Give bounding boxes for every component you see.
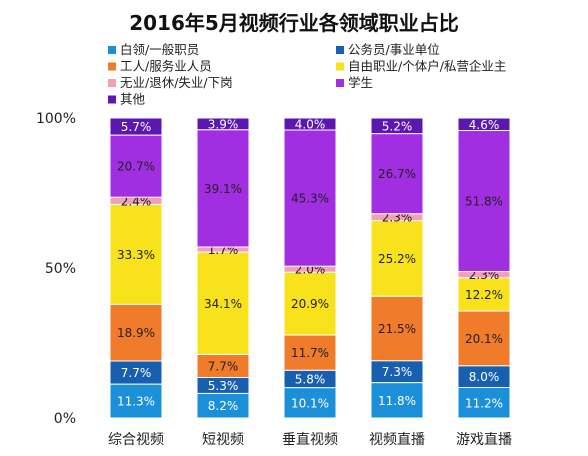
y-axis: 0% 50% 100% <box>36 111 76 427</box>
bar-segment-0-6 <box>109 117 163 136</box>
legend-swatch-1 <box>336 46 344 54</box>
bar-segment-3-3 <box>370 220 424 297</box>
data-label-4-3: 12.2% <box>465 288 503 302</box>
y-tick-label-1: 50% <box>45 261 76 277</box>
category-label-1: 短视频 <box>202 432 244 448</box>
data-label-3-1: 7.3% <box>382 365 413 379</box>
category-label-0: 综合视频 <box>108 432 164 448</box>
data-label-4-5: 51.8% <box>465 195 503 209</box>
chart-title: 2016年5月视频行业各领域职业占比 <box>129 11 459 35</box>
bar-segment-4-0 <box>457 387 511 419</box>
data-label-4-1: 8.0% <box>469 370 500 384</box>
legend-swatch-5 <box>336 79 344 87</box>
bar-segment-3-0 <box>370 382 424 419</box>
y-tick-label-2: 100% <box>36 111 76 127</box>
data-label-0-5: 20.7% <box>117 160 155 174</box>
legend-label-6: 其他 <box>120 92 146 107</box>
category-label-3: 视频直播 <box>369 431 425 448</box>
bar-stack-4: 11.2%8.0%20.1%12.2%2.3%51.8%4.6% <box>457 117 511 419</box>
bar-segment-2-2 <box>283 334 337 371</box>
legend-swatch-6 <box>108 95 116 104</box>
category-label-2: 垂直视频 <box>282 431 338 448</box>
bar-segment-3-6 <box>370 117 424 135</box>
bar-stack-1: 8.2%5.3%7.7%34.1%1.7%39.1%3.9% <box>196 117 250 419</box>
data-label-3-3: 25.2% <box>378 252 416 266</box>
data-label-4-6: 4.6% <box>469 118 500 132</box>
data-label-0-1: 7.7% <box>121 366 152 380</box>
data-label-3-5: 26.7% <box>378 167 416 181</box>
data-label-1-1: 5.3% <box>208 379 239 393</box>
bar-segment-0-5 <box>109 134 163 198</box>
bar-segment-2-6 <box>283 117 337 131</box>
legend-label-3: 自由职业/个体户/私营企业主 <box>348 59 506 74</box>
data-label-2-6: 4.0% <box>295 118 326 132</box>
bar-segment-0-3 <box>109 203 163 305</box>
bar-stack-2: 10.1%5.8%11.7%20.9%2.0%45.3%4.0% <box>283 117 337 419</box>
category-label-4: 游戏直播 <box>456 431 512 448</box>
bar-segment-4-6 <box>457 117 511 132</box>
data-label-3-0: 11.8% <box>378 394 416 408</box>
legend-label-5: 学生 <box>348 75 373 90</box>
data-label-2-2: 11.7% <box>291 346 329 360</box>
data-label-0-2: 18.9% <box>117 326 155 340</box>
data-label-1-6: 3.9% <box>208 117 239 131</box>
legend-swatch-0 <box>108 46 116 54</box>
bar-segment-2-5 <box>283 129 337 267</box>
data-label-0-3: 33.3% <box>117 248 155 262</box>
data-label-0-4: 2.4% <box>121 194 152 208</box>
bars: 11.3% 7.7% 18.9% 33.3% 2.4% 20.7% 5.7% 8.2% 5.3%… <box>109 117 511 419</box>
legend-swatch-2 <box>108 62 116 71</box>
legend-swatch-4 <box>108 79 116 87</box>
y-tick-label-0: 0% <box>54 411 76 427</box>
legend-label-2: 工人/服务业人员 <box>120 59 212 74</box>
data-label-1-2: 7.7% <box>208 359 239 373</box>
data-label-1-5: 39.1% <box>204 182 242 196</box>
data-label-3-6: 5.2% <box>382 119 413 133</box>
bar-segment-1-5 <box>196 129 250 248</box>
data-label-0-6: 5.7% <box>121 120 152 134</box>
legend-swatch-3 <box>336 62 344 71</box>
bar-segment-1-6 <box>196 117 250 131</box>
bar-stack-0: 11.3% 7.7% 18.9% 33.3% 2.4% 20.7% 5.7% <box>109 117 163 419</box>
data-label-2-5: 45.3% <box>291 192 329 206</box>
data-label-1-3: 34.1% <box>204 297 242 311</box>
bar-segment-2-0 <box>283 387 337 419</box>
legend-label-4: 无业/退休/失业/下岗 <box>120 75 233 90</box>
data-label-4-2: 20.1% <box>465 332 503 346</box>
data-label-2-0: 10.1% <box>291 396 329 410</box>
bar-segment-0-0 <box>109 383 163 419</box>
legend-label-0: 白领/一般职员 <box>120 42 199 57</box>
data-label-1-0: 8.2% <box>208 399 239 413</box>
bar-segment-2-3 <box>283 271 337 336</box>
data-label-3-2: 21.5% <box>378 322 416 336</box>
data-label-0-0: 11.3% <box>117 395 155 409</box>
bar-segment-4-5 <box>457 130 511 273</box>
bar-stack-3: 11.8%7.3%21.5%25.2%2.3%26.7%5.2% <box>370 117 424 419</box>
bar-segment-3-2 <box>370 295 424 362</box>
data-label-4-0: 11.2% <box>465 396 503 410</box>
data-label-2-3: 20.9% <box>291 297 329 311</box>
bar-segment-4-2 <box>457 310 511 367</box>
x-axis: 综合视频 短视频 垂直视频 视频直播 游戏直播 <box>108 431 512 448</box>
data-label-2-1: 5.8% <box>295 372 326 386</box>
legend-label-1: 公务员/事业单位 <box>348 42 440 57</box>
